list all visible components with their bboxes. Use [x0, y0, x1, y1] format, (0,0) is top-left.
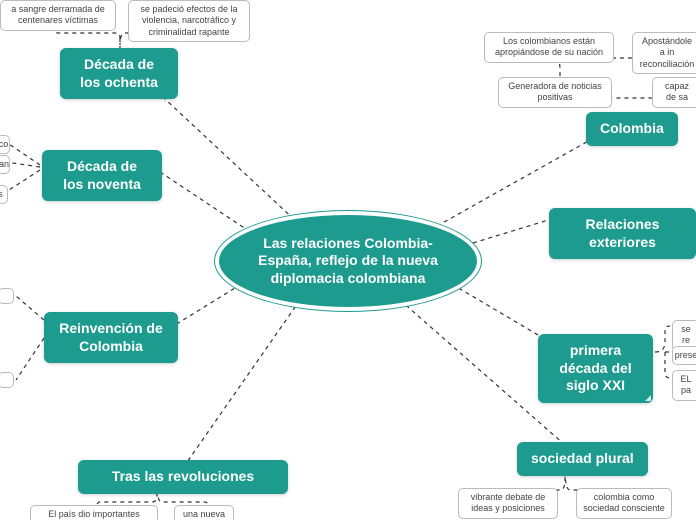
leaf-label: El país dio importantes pares [37, 509, 151, 520]
leaf-label: Apostándole a in reconciliación [639, 36, 695, 70]
leaf-reinv-1[interactable] [0, 288, 14, 304]
leaf-label: os [0, 189, 3, 200]
leaf-label: una nueva [183, 509, 225, 520]
leaf-noventa-1[interactable]: blico [0, 135, 10, 154]
leaf-noventa-2[interactable]: aban [0, 155, 10, 174]
leaf-label: aban [0, 159, 9, 170]
main-trasrev[interactable]: Tras las revoluciones [78, 460, 288, 494]
leaf-label: colombia como sociedad consciente [583, 492, 665, 515]
leaf-label: se re [679, 324, 693, 347]
main-relext[interactable]: Relaciones exteriores [549, 208, 696, 259]
main-label: Reinvención de Colombia [58, 320, 164, 355]
expand-icon [645, 395, 651, 401]
leaf-sigloxxi-2[interactable]: prese [672, 346, 696, 365]
main-colombia[interactable]: Colombia [586, 112, 678, 146]
leaf-colombia-1[interactable]: Los colombianos están apropiándose de su… [484, 32, 614, 63]
main-label: Tras las revoluciones [112, 468, 254, 486]
main-sigloxxi[interactable]: primera década del siglo XXI [538, 334, 653, 403]
leaf-colombia-4[interactable]: capaz de sa [652, 77, 696, 108]
main-reinvencion[interactable]: Reinvención de Colombia [44, 312, 178, 363]
main-label: Relaciones exteriores [563, 216, 682, 251]
leaf-label: EL pa [679, 374, 693, 397]
leaf-reinv-2[interactable] [0, 372, 14, 388]
main-label: Colombia [600, 120, 664, 138]
center-label: Las relaciones Colombia-España, reflejo … [247, 235, 449, 288]
main-ochenta[interactable]: Década de los ochenta [60, 48, 178, 99]
leaf-colombia-3[interactable]: Generadora de noticias positivas [498, 77, 612, 108]
leaf-socplural-1[interactable]: vibrante debate de ideas y posiciones [458, 488, 558, 519]
main-noventa[interactable]: Década de los noventa [42, 150, 162, 201]
leaf-label: se padeció efectos de la violencia, narc… [135, 4, 243, 38]
leaf-colombia-2[interactable]: Apostándole a in reconciliación [632, 32, 696, 74]
main-label: Década de los ochenta [74, 56, 164, 91]
leaf-ochenta-2[interactable]: se padeció efectos de la violencia, narc… [128, 0, 250, 42]
leaf-label: Generadora de noticias positivas [505, 81, 605, 104]
center-topic[interactable]: Las relaciones Colombia-España, reflejo … [215, 211, 481, 311]
leaf-noventa-3[interactable]: os [0, 185, 8, 204]
leaf-label: capaz de sa [659, 81, 695, 104]
leaf-label: a sangre derramada de centenares víctima… [7, 4, 109, 27]
main-label: primera década del siglo XXI [552, 342, 639, 395]
leaf-label: blico [0, 139, 8, 150]
leaf-label: vibrante debate de ideas y posiciones [465, 492, 551, 515]
leaf-trasrev-1[interactable]: El país dio importantes pares [30, 505, 158, 520]
leaf-sigloxxi-3[interactable]: EL pa [672, 370, 696, 401]
main-label: Década de los noventa [56, 158, 148, 193]
mindmap-canvas: Las relaciones Colombia-España, reflejo … [0, 0, 696, 520]
leaf-socplural-2[interactable]: colombia como sociedad consciente [576, 488, 672, 519]
main-label: sociedad plural [531, 450, 634, 468]
leaf-label: prese [675, 350, 696, 361]
leaf-label: Los colombianos están apropiándose de su… [491, 36, 607, 59]
leaf-trasrev-2[interactable]: una nueva [174, 505, 234, 520]
main-socplural[interactable]: sociedad plural [517, 442, 648, 476]
leaf-ochenta-1[interactable]: a sangre derramada de centenares víctima… [0, 0, 116, 31]
